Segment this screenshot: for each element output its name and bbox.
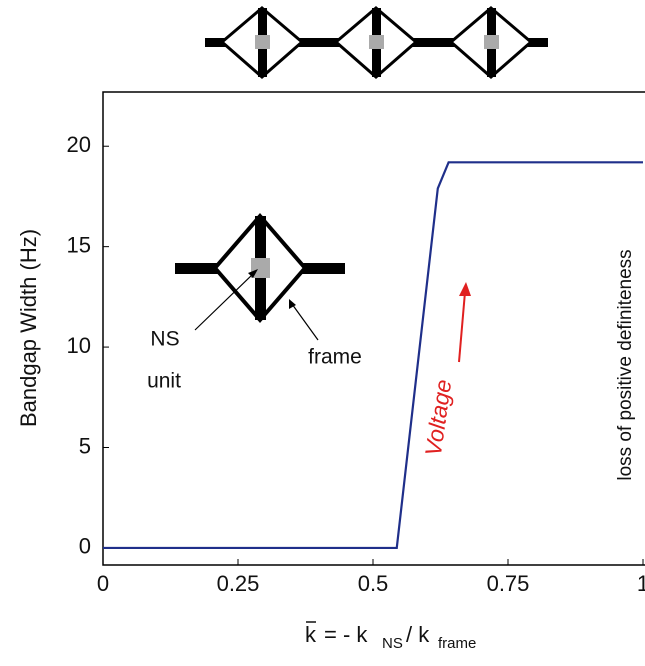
x-tick-label: 0.75 [487,571,530,596]
x-label-eq: = - k [324,622,368,647]
x-tick-label: 1 [637,571,645,596]
x-label-sub: NS [382,635,403,652]
x-axis-label: k = - k NS / k frame [305,622,476,652]
y-tick-label: 10 [67,333,91,358]
voltage-label: Voltage [420,378,456,458]
y-tick-label: 15 [67,232,91,257]
x-tick-label: 0.5 [358,571,389,596]
x-label-sub: frame [438,635,476,652]
x-tick-label: 0.25 [217,571,260,596]
x-label-k: k [305,622,317,647]
top-lattice [205,8,548,77]
y-tick-label: 5 [79,433,91,458]
x-label-mid: / k [406,622,430,647]
unit-label: unit [147,370,181,393]
y-axis-label: Bandgap Width (Hz) [16,229,41,427]
ns-label: NS [150,328,179,351]
y-tick-label: 20 [67,132,91,157]
vertical-annotation: loss of positive definiteness [615,249,636,480]
data-line [103,162,643,548]
frame-label: frame [308,346,362,369]
chart: NS unit frame Voltage loss of positive d… [0,0,645,666]
x-tick-label: 0 [97,571,109,596]
y-tick-label: 0 [79,534,91,559]
